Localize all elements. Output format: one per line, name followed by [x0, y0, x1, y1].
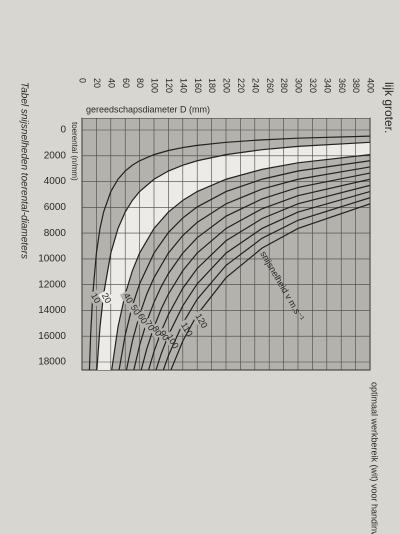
speed-curve: [96, 141, 370, 370]
x-tick-label: 320: [308, 78, 318, 93]
speed-curve: [147, 184, 370, 370]
y-tick-label: 4000: [44, 176, 67, 187]
caption: Tabel snijsnelheden toerental-diameters: [18, 82, 29, 259]
curve-label-bg: [119, 289, 137, 307]
x-tick-label: 160: [193, 78, 203, 93]
x-tick-label: 80: [135, 78, 145, 88]
x-tick-label: 120: [164, 78, 174, 93]
speed-curve: [155, 190, 370, 370]
y-tick-label: 0: [60, 125, 66, 136]
curve-label: 20: [100, 291, 114, 305]
text-fragment: lijk groter.: [382, 82, 396, 133]
curve-label-bg: [87, 289, 104, 307]
y-tick-label: 16000: [38, 331, 66, 342]
x-tick-label: 140: [178, 78, 188, 93]
x-axis-label: gereedschapsdiameter D (mm): [86, 104, 210, 114]
x-tick-label: 340: [322, 78, 332, 93]
curve-label: 10: [89, 291, 103, 305]
y-tick-label: 14000: [38, 305, 66, 316]
header-strip: [82, 102, 370, 118]
y-tick-label: 18000: [38, 357, 66, 368]
y-tick-label: 8000: [44, 228, 67, 239]
speed-curve: [162, 197, 370, 370]
curve-label: 70: [143, 319, 157, 333]
curve-label: 60: [136, 312, 150, 326]
curve-label-bg: [191, 309, 209, 328]
x-tick-label: 40: [106, 78, 116, 88]
y-tick-label: 10000: [38, 254, 66, 265]
x-tick-label: 20: [92, 78, 102, 88]
curve-label-bg: [163, 330, 180, 349]
x-tick-label: 240: [250, 78, 260, 93]
y-tick-label: 12000: [38, 279, 66, 290]
curve-label-bg: [98, 289, 115, 307]
speed-curve: [88, 135, 370, 370]
x-tick-label: 180: [207, 78, 217, 93]
x-tick-label: 100: [150, 78, 160, 93]
curve-label: 40: [121, 291, 135, 305]
x-tick-label: 0: [78, 78, 88, 83]
optimal-band: [96, 142, 370, 370]
y-tick-label: 2000: [44, 150, 67, 161]
curve-label: 80: [150, 324, 164, 338]
speed-curve: [170, 203, 370, 370]
x-tick-label: 400: [366, 78, 376, 93]
x-tick-label: 360: [337, 78, 347, 93]
y-tick-label: 6000: [44, 202, 67, 213]
x-tick-label: 200: [222, 78, 232, 93]
x-tick-label: 300: [294, 78, 304, 93]
curve-label-bg: [177, 318, 194, 337]
chart: 0 20 40 60 80 100 120 140 160 180 200 220 240 260 280 3…: [38, 78, 379, 534]
plot-layer: [82, 118, 370, 370]
y-axis-label: toerental (n/mm): [70, 122, 79, 181]
curve-label: 90: [157, 329, 171, 343]
band-note: optimaal werkbereik (wit) voor handinvoe…: [370, 382, 380, 534]
x-tick-label: 60: [121, 78, 131, 88]
curve-label: 50: [129, 303, 143, 317]
x-tick-label: 380: [351, 78, 361, 93]
x-tick-label: 260: [265, 78, 275, 93]
x-tick-label: 220: [236, 78, 246, 93]
speed-curve: [140, 178, 370, 370]
x-tick-label: 280: [279, 78, 289, 93]
